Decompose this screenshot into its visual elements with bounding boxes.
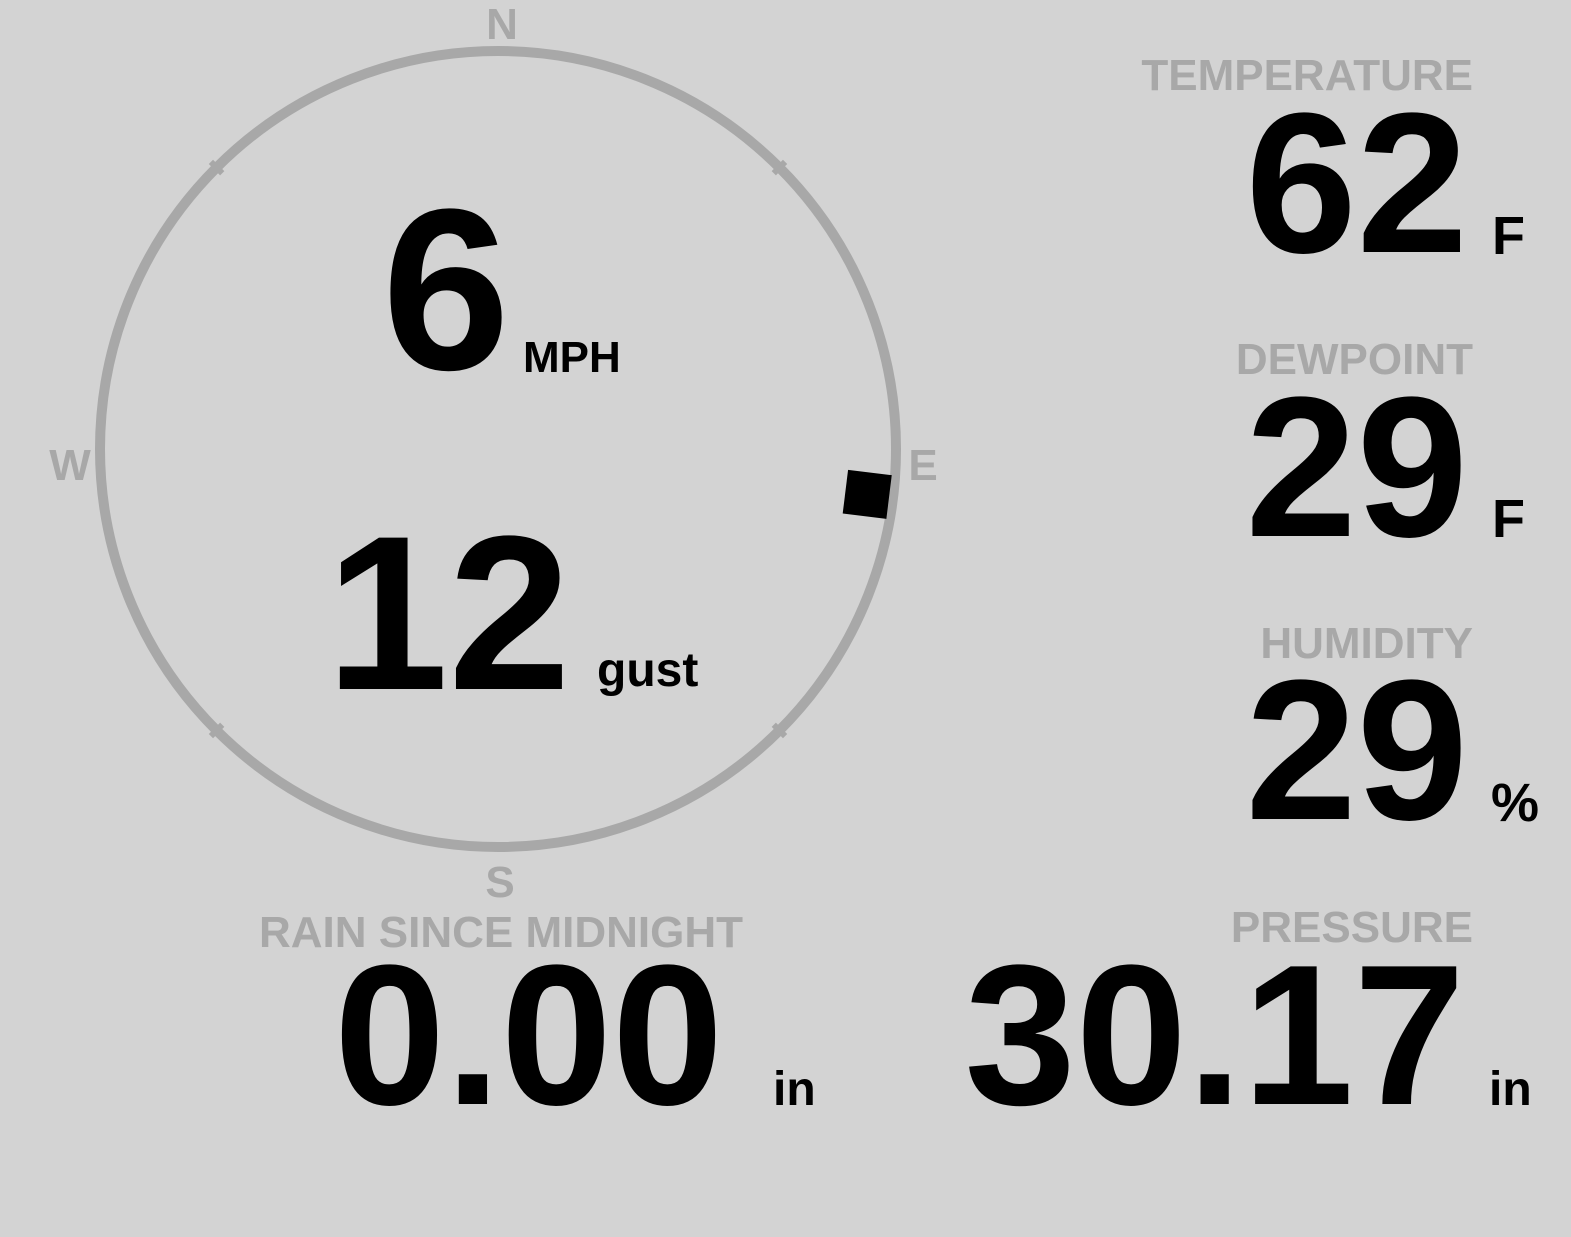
compass-ring bbox=[95, 46, 901, 852]
humidity-value: 29 bbox=[1245, 639, 1468, 862]
compass-tick bbox=[771, 159, 788, 176]
compass-tick bbox=[208, 722, 225, 739]
humidity-label: HUMIDITY bbox=[1260, 619, 1473, 668]
rain-label: RAIN SINCE MIDNIGHT bbox=[259, 908, 743, 957]
pressure-unit: in bbox=[1489, 1063, 1532, 1116]
compass-south: S bbox=[485, 858, 515, 907]
temperature-value: 62 bbox=[1245, 72, 1468, 295]
dewpoint-value: 29 bbox=[1245, 356, 1468, 579]
wind-gust-unit: gust bbox=[597, 644, 699, 697]
dewpoint-label: DEWPOINT bbox=[1235, 335, 1473, 384]
pressure-label: PRESSURE bbox=[1230, 903, 1473, 952]
compass-east: E bbox=[908, 441, 938, 490]
dewpoint-unit: F bbox=[1492, 489, 1525, 549]
temperature-unit: F bbox=[1492, 206, 1525, 266]
compass-north: N bbox=[486, 0, 518, 49]
humidity-unit: % bbox=[1491, 773, 1540, 833]
wind-speed-unit: MPH bbox=[523, 333, 621, 382]
wind-gust-value: 12 bbox=[326, 490, 571, 736]
wind-speed-value: 6 bbox=[382, 161, 510, 418]
rain-value: 0.00 bbox=[334, 924, 724, 1147]
compass-ticks bbox=[208, 159, 788, 739]
pressure-value: 30.17 bbox=[964, 924, 1466, 1147]
rain-unit: in bbox=[773, 1063, 816, 1116]
wind-direction-marker bbox=[842, 469, 892, 519]
compass-west: W bbox=[49, 441, 91, 490]
compass-tick bbox=[208, 159, 225, 176]
compass-tick bbox=[771, 722, 788, 739]
temperature-label: TEMPERATURE bbox=[1141, 51, 1473, 100]
